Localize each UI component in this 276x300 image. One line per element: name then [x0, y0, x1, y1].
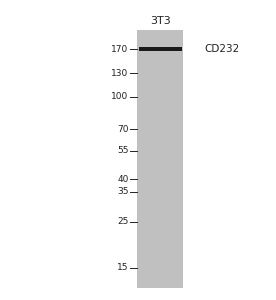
Text: 55: 55 — [117, 146, 129, 155]
Text: 70: 70 — [117, 124, 129, 134]
Text: 130: 130 — [111, 69, 129, 78]
Text: 15: 15 — [117, 263, 129, 272]
Text: 170: 170 — [111, 44, 129, 53]
Bar — [139, 47, 182, 51]
Text: 35: 35 — [117, 187, 129, 196]
Text: 3T3: 3T3 — [150, 16, 171, 26]
Text: CD232: CD232 — [205, 44, 240, 54]
Bar — [137, 30, 183, 288]
Text: 40: 40 — [117, 175, 129, 184]
Text: 25: 25 — [117, 217, 129, 226]
Text: 100: 100 — [111, 92, 129, 101]
